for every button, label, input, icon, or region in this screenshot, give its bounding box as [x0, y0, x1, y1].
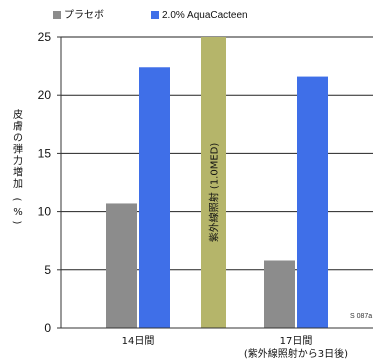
bar-placebo-1	[264, 260, 295, 328]
y-tick-label: 10	[38, 205, 52, 219]
y-label-char: 増	[13, 166, 23, 179]
bar-placebo-0	[106, 203, 137, 328]
y-label-char: の	[13, 133, 23, 144]
uv-exposure-bar	[201, 37, 226, 328]
bar-aquacacteen-1	[297, 76, 328, 329]
y-axis-ticks: 0 5 10 15 20 25	[38, 30, 61, 335]
legend: プラセボ 2.0% AquaCacteen	[53, 9, 248, 21]
y-label-char: 皮	[13, 108, 23, 121]
bar-aquacacteen-0	[139, 67, 170, 328]
uv-annotation: 紫外線照射 (1.0MED)	[201, 37, 226, 328]
y-label-char: %	[13, 207, 23, 218]
y-label-char: 膚	[13, 120, 23, 133]
category-sublabel: (紫外線照射から3日後)	[244, 347, 348, 360]
legend-label-placebo: プラセボ	[64, 9, 104, 21]
category-labels: 14日間 17日間(紫外線照射から3日後)	[122, 335, 349, 360]
y-tick-label: 20	[38, 88, 52, 102]
y-tick-label: 15	[38, 146, 52, 160]
y-label-char: 力	[13, 154, 23, 167]
legend-swatch-aquacacteen	[151, 11, 159, 19]
y-label-char: (	[11, 198, 22, 202]
bars	[106, 67, 328, 329]
category-label: 14日間	[122, 335, 155, 347]
y-label-char: 弾	[13, 143, 23, 156]
uv-exposure-label: 紫外線照射 (1.0MED)	[208, 143, 221, 243]
category-label: 17日間	[280, 335, 313, 347]
y-tick-label: 5	[44, 263, 51, 277]
y-label-char: )	[11, 221, 22, 225]
legend-label-aquacacteen: 2.0% AquaCacteen	[162, 10, 248, 21]
y-label-char: 加	[13, 178, 23, 190]
y-tick-label: 25	[38, 30, 52, 44]
y-tick-label: 0	[44, 321, 51, 335]
footnote-code: S 087a	[350, 313, 372, 320]
legend-swatch-placebo	[53, 11, 61, 19]
